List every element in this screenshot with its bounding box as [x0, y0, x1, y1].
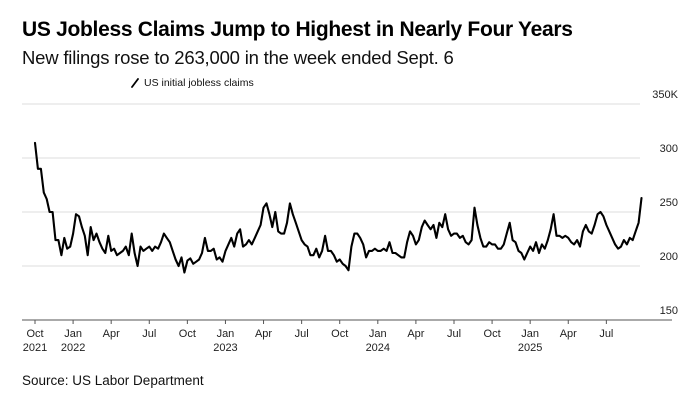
chart-title: US Jobless Claims Jump to Highest in Nea…: [22, 18, 573, 41]
x-tick-label: Jan: [521, 328, 539, 340]
gridlines: [22, 103, 640, 267]
x-tick-label: Jul: [142, 328, 156, 340]
x-tick-label: Jul: [447, 328, 461, 340]
y-tick-label: 300: [660, 143, 678, 155]
x-axis: Oct 2021 Jan 2022 Apr Jul Oct Jan 2023 Apr Jul Oct J…: [22, 319, 672, 354]
x-tick-label: Jan: [64, 328, 82, 340]
source-note: Source: US Labor Department: [22, 373, 204, 388]
chart-subtitle: New filings rose to 263,000 in the week …: [22, 47, 454, 68]
x-tick-label: Jan: [217, 328, 235, 340]
x-tick-label: Apr: [407, 328, 424, 340]
y-tick-label: 250: [660, 197, 678, 209]
y-tick-label: 150: [660, 305, 678, 317]
x-tick-label: Oct: [484, 328, 501, 340]
x-tick-label: Oct: [26, 328, 43, 340]
line-series-icon: [131, 78, 139, 88]
x-tick-year-label: 2024: [366, 342, 390, 354]
legend: US initial jobless claims: [131, 77, 254, 89]
x-tick-label: Apr: [255, 328, 272, 340]
x-tick-label: Jan: [369, 328, 387, 340]
y-tick-label: 200: [660, 251, 678, 263]
legend-label: US initial jobless claims: [144, 77, 254, 89]
x-tick-label: Oct: [331, 328, 348, 340]
x-tick-label: Apr: [103, 328, 120, 340]
x-tick-year-label: 2021: [23, 342, 47, 354]
x-tick-label: Jul: [599, 328, 613, 340]
x-tick-year-label: 2025: [518, 342, 542, 354]
x-tick-label: Apr: [560, 328, 577, 340]
x-tick-label: Oct: [179, 328, 196, 340]
series-layer: [33, 141, 643, 274]
x-tick-year-label: 2023: [213, 342, 237, 354]
x-tick-year-label: 2022: [61, 342, 85, 354]
series-line-us-initial-jobless-claims: [33, 141, 643, 274]
y-tick-label: 350K: [652, 89, 678, 101]
x-tick-label: Jul: [295, 328, 309, 340]
y-axis-ticks: 350K 300 250 200 150: [652, 89, 678, 317]
